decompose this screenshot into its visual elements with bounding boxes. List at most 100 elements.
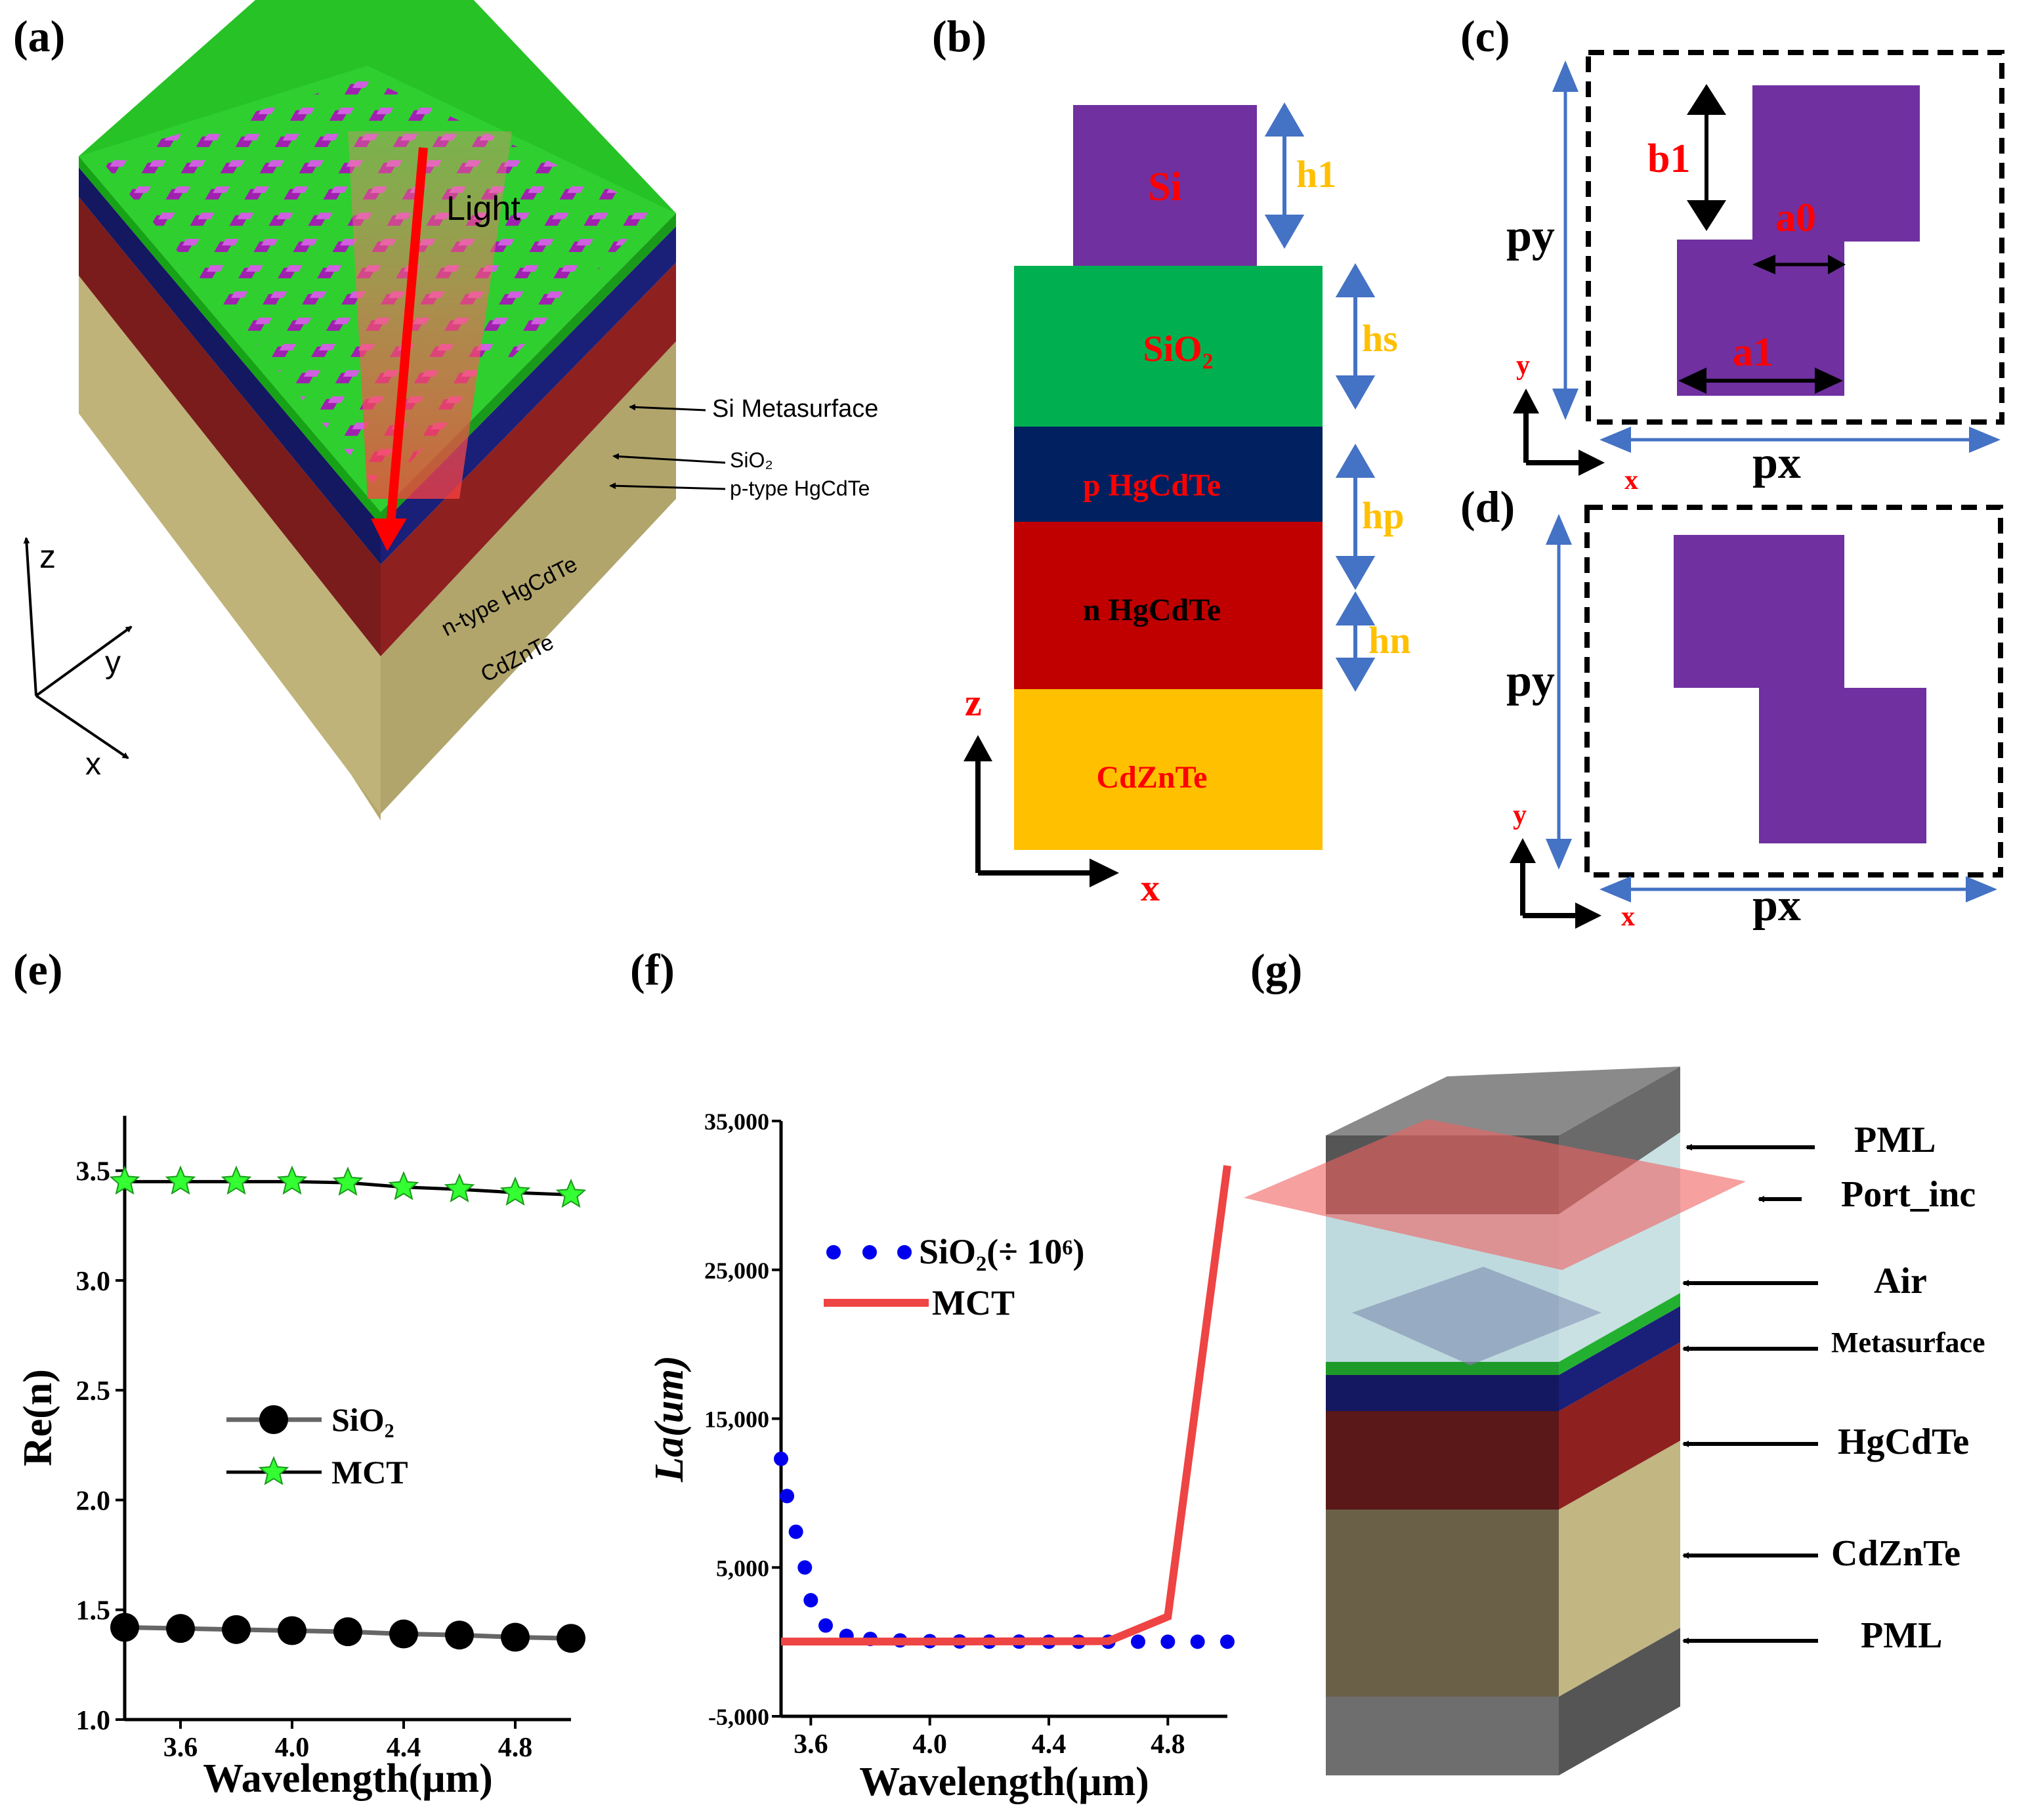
label-sio2: SiO₂ [730, 448, 773, 472]
left-face-cdznte [79, 276, 381, 814]
f-xtick-label: 4.0 [912, 1729, 947, 1760]
g-p-front [1326, 1375, 1559, 1411]
pillar-top-c [1752, 85, 1920, 242]
y-axis [35, 625, 133, 697]
f-series-mct-line [781, 1165, 1231, 1646]
e-xtick-label: 4.0 [275, 1733, 310, 1763]
left-face-n-hgcdte [79, 197, 381, 656]
px-text-d: px [1752, 880, 1801, 931]
f-point-sio2 [1220, 1634, 1235, 1649]
left-face-p-hgcdte [79, 167, 381, 564]
e-legend-marker-sio2 [259, 1405, 288, 1434]
f-ytick-label: 25,000 [704, 1258, 769, 1284]
panel-b-label: (b) [932, 11, 986, 61]
e-point-sio2 [557, 1624, 585, 1653]
e-point-mct [165, 1165, 196, 1195]
light-arrow-shaft [386, 147, 428, 526]
d-axis-x: x [1621, 902, 1635, 932]
left-face-sio2 [79, 156, 381, 525]
py-text-c: py [1506, 211, 1555, 261]
e-legend-marker-mct [258, 1456, 289, 1485]
panel-d: (d) py px y x [1460, 482, 2003, 932]
layer-n-hgcdte [1014, 522, 1323, 689]
d-axis-y: y [1513, 800, 1527, 830]
f-ylabel: La(um) [647, 1355, 692, 1483]
e-ytick-label: 2.0 [76, 1486, 111, 1516]
g-cdznte-front [1326, 1510, 1559, 1697]
f-ytick-label: 15,000 [704, 1407, 769, 1433]
dimension-arrows [1264, 102, 1376, 692]
g-hgcdte-front [1326, 1411, 1559, 1510]
e-point-sio2 [501, 1622, 530, 1652]
e-point-mct [109, 1165, 140, 1195]
g-sio2-front [1326, 1362, 1559, 1375]
g-label-metasurface: Metasurface [1831, 1326, 1985, 1359]
light-label: Light [446, 190, 520, 228]
f-ytick-label: 5,000 [716, 1555, 769, 1581]
panel-c: (c) b1 a0 a1 py px y x [1460, 11, 2004, 496]
e-ytick-label: 1.5 [76, 1596, 111, 1626]
e-ytick-label: 3.5 [76, 1157, 111, 1187]
e-point-mct [444, 1173, 475, 1203]
n-hgcdte-text: n HgCdTe [1083, 593, 1221, 627]
panel-f-label: (f) [630, 944, 675, 994]
g-cdznte-side [1559, 1441, 1680, 1697]
e-xtick-label: 4.8 [498, 1733, 533, 1763]
label-si-metasurface: Si Metasurface [712, 395, 878, 423]
axis-x-label: x [85, 747, 101, 782]
e-point-mct [555, 1178, 587, 1208]
p-hgcdte-text: p HgCdTe [1083, 468, 1221, 503]
light-arrow-head [371, 518, 407, 551]
hs-text: hs [1362, 317, 1398, 360]
e-xtick-label: 4.4 [387, 1733, 421, 1763]
pillar-merged-d [1674, 535, 1926, 843]
b-axis-z: z [965, 681, 982, 724]
e-point-sio2 [445, 1620, 474, 1650]
unit-cell-c [1586, 50, 2004, 425]
panel-a-label: (a) [13, 11, 65, 61]
e-point-sio2 [389, 1619, 418, 1649]
e-ytick-label: 2.5 [76, 1376, 111, 1407]
unit-cell-d [1584, 505, 2003, 878]
cdznte-text: CdZnTe [1097, 760, 1208, 795]
f-point-sio2 [1160, 1634, 1176, 1649]
g-hgcdte-side [1559, 1342, 1680, 1510]
layer-p-hgcdte [1014, 427, 1323, 522]
panel-c-label: (c) [1460, 11, 1510, 61]
f-legend-mct: MCT [932, 1283, 1015, 1323]
z-axis [23, 537, 37, 696]
f-point-sio2 [1190, 1634, 1205, 1649]
g-port-inc-plane [1244, 1119, 1746, 1270]
e-point-sio2 [166, 1614, 195, 1643]
g-label-pml-top: PML [1854, 1120, 1936, 1160]
e-ylabel: Re(n) [16, 1369, 60, 1466]
e-legend-mct: MCT [331, 1454, 408, 1491]
f-point-sio2 [774, 1451, 788, 1466]
x-axis [35, 694, 129, 759]
e-point-sio2 [278, 1616, 307, 1645]
f-legend-marker-sio2 [862, 1245, 877, 1259]
e-point-mct [221, 1165, 252, 1195]
layer-si [1073, 105, 1257, 266]
f-point-sio2 [803, 1593, 818, 1608]
label-p-type: p-type HgCdTe [730, 476, 870, 500]
e-point-mct [388, 1171, 419, 1200]
b-axis-x: x [1141, 866, 1160, 909]
f-point-sio2 [818, 1618, 833, 1633]
f-ytick-label: -5,000 [708, 1704, 769, 1730]
f-point-sio2 [788, 1524, 803, 1539]
right-face-cdznte [381, 341, 676, 814]
a1-text: a1 [1733, 330, 1773, 375]
f-point-sio2 [1131, 1634, 1145, 1649]
hp-text: hp [1362, 494, 1405, 537]
f-point-sio2 [780, 1489, 795, 1504]
g-label-port-inc: Port_inc [1841, 1174, 1976, 1215]
f-legend-marker-sio2 [897, 1245, 912, 1259]
chart-f: (f) -5,000 5,000 15,000 25,000 35,000 3.6 4.0 4… [630, 944, 1235, 1804]
light-beam [348, 131, 512, 499]
g-pml-bottom-side [1559, 1628, 1680, 1775]
e-point-mct [276, 1165, 308, 1195]
panel-g-label: (g) [1250, 944, 1302, 994]
e-point-sio2 [110, 1613, 139, 1642]
h1-text: h1 [1296, 153, 1336, 196]
